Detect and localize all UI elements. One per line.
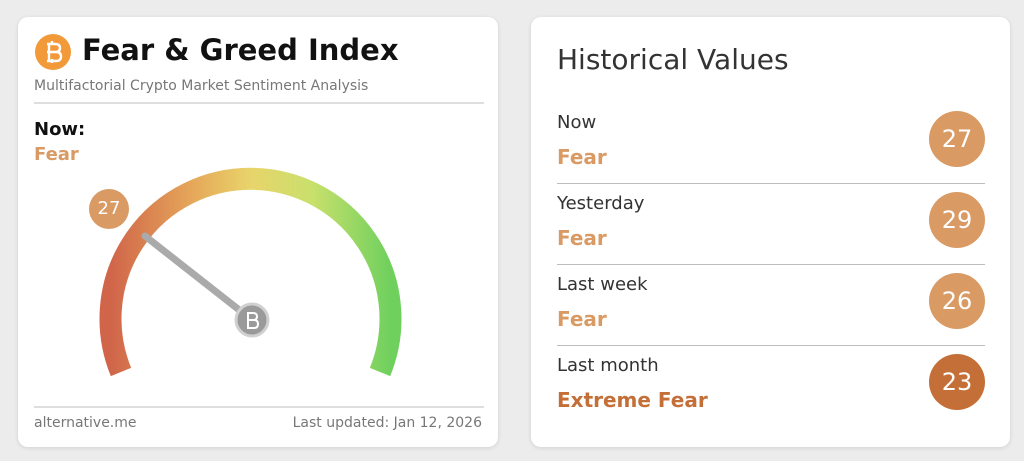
value-badge: 23 <box>929 354 985 410</box>
row-divider <box>557 183 985 184</box>
subtitle: Multifactorial Crypto Market Sentiment A… <box>34 78 369 94</box>
period: Yesterday <box>557 193 645 214</box>
title: Fear & Greed Index <box>82 33 399 67</box>
value-badge: 29 <box>929 192 985 248</box>
gauge-arc <box>99 167 402 377</box>
hub-symbol <box>247 312 260 329</box>
classification: Fear <box>557 307 607 331</box>
period: Last week <box>557 274 648 295</box>
row-divider <box>557 264 985 265</box>
row-divider <box>557 345 985 346</box>
historical-card: Historical Values Now Fear 27 Yesterday Fear… <box>531 17 1010 447</box>
last-updated: Last updated: Jan 12, 2026 <box>292 415 482 431</box>
gauge-graphics <box>34 34 484 408</box>
value-badge: 26 <box>929 273 985 329</box>
now-value: 27 <box>89 189 129 229</box>
value-badge: 27 <box>929 111 985 167</box>
now-classification: Fear <box>34 144 79 165</box>
classification: Extreme Fear <box>557 388 708 412</box>
gauge-needle <box>141 232 256 324</box>
classification: Fear <box>557 226 607 250</box>
bitcoin-symbol <box>47 41 63 63</box>
period: Now <box>557 112 597 133</box>
index-card: Fear & Greed Index Multifactorial Crypto… <box>18 17 498 447</box>
now-label: Now: <box>34 119 86 140</box>
period: Last month <box>557 355 659 376</box>
classification: Fear <box>557 145 607 169</box>
historical-title: Historical Values <box>557 43 789 76</box>
source[interactable]: alternative.me <box>34 415 137 431</box>
